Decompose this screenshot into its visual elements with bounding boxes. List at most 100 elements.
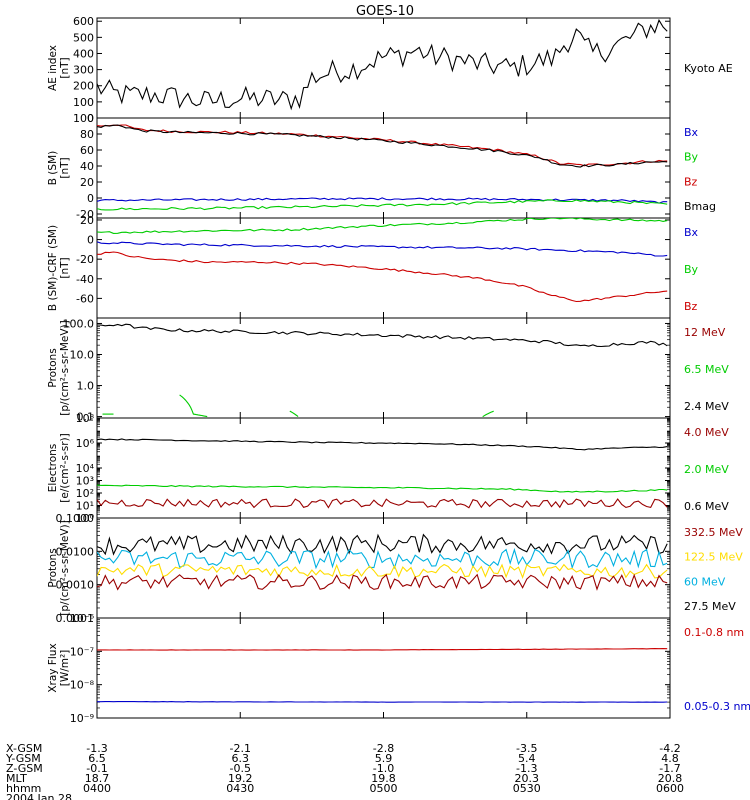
y-tick-label: -60 (76, 292, 94, 305)
panel-frame (96, 517, 671, 619)
y-tick-label: 10.0 (70, 349, 95, 362)
y-tick-label: 200 (73, 80, 94, 93)
footer-value: -2.8 (373, 742, 394, 755)
footer-row-label: MLT (6, 772, 27, 785)
panel-frame (96, 617, 671, 719)
y-tick-label: 400 (73, 47, 94, 60)
y-tick-label: 10⁻⁷ (70, 645, 94, 658)
footer-value: 6.5 (88, 752, 106, 765)
panel-4: 0.1 1.0 10.0 100.0 Protons [p/(cm²-s-sr-MeV)]… (47, 317, 729, 423)
footer-value: 18.7 (85, 772, 110, 785)
footer-value: 0430 (226, 782, 254, 795)
series-line-2 (179, 394, 208, 418)
panel-6: 0.0001 0.0010 0.0100 0.1000 Protons [p/(cm²-s… (47, 512, 743, 625)
series-line-1 (97, 438, 668, 451)
series-line-2 (97, 241, 668, 257)
y-axis-label: B (SM)-CRF (SM) (47, 225, 59, 311)
series-line-1 (97, 533, 668, 556)
footer-row-label: hhmm (6, 782, 41, 795)
footer-value: -1.0 (373, 762, 394, 775)
y-axis-unit: [nT] (59, 57, 71, 78)
y-tick-label: 0.0001 (56, 612, 95, 625)
legend-entry: 0.05-0.3 nm (684, 700, 750, 713)
footer-value: 0400 (83, 782, 111, 795)
y-axis-label: Protons (47, 348, 59, 387)
y-tick-label: 0.1000 (56, 512, 95, 525)
series-line-1 (97, 648, 668, 651)
series-line-3 (97, 197, 668, 204)
y-axis-unit: [p/(cm²-s-sr-MeV)] (59, 320, 71, 415)
y-tick-label: 10² (76, 487, 94, 500)
footer-row-label: Z-GSM (6, 762, 43, 775)
panel-frame (96, 217, 671, 319)
legend-entry: 6.5 MeV (684, 363, 729, 376)
legend-entry: Bz (684, 300, 698, 313)
series-line-2 (97, 484, 668, 493)
legend-entry: Bx (684, 126, 699, 139)
y-tick-label: 0 (87, 234, 94, 247)
date-label: 2004 Jan 28 (6, 792, 72, 800)
series-line-3 (97, 251, 668, 303)
y-tick-label: 10⁻⁹ (70, 712, 94, 725)
series-line-3 (97, 563, 668, 579)
series-line-2 (97, 124, 668, 168)
footer-value: 0530 (513, 782, 541, 795)
footer-value: -0.5 (230, 762, 251, 775)
panel-frame (96, 17, 671, 119)
legend-entry: 0.1-0.8 nm (684, 626, 744, 639)
y-tick-label: 10⁸ (76, 412, 95, 425)
y-axis-unit: [W/m²] (59, 650, 71, 687)
legend-entry: 27.5 MeV (684, 600, 736, 613)
y-tick-label: 80 (80, 128, 94, 141)
series-line-1 (97, 218, 668, 234)
series-group (97, 323, 668, 418)
y-axis-unit: [e/(cm²-s-sr)] (59, 433, 71, 502)
y-tick-label: -20 (76, 253, 94, 266)
y-tick-label: 10⁶ (76, 437, 95, 450)
y-axis-label: Xray Flux (47, 643, 59, 692)
y-tick-label: 0.1 (77, 411, 95, 424)
footer-value: -4.2 (659, 742, 680, 755)
legend-entry: 60 MeV (684, 575, 726, 588)
series-group (97, 648, 668, 703)
y-tick-label: 300 (73, 64, 94, 77)
y-tick-label: 10⁻⁸ (70, 679, 95, 692)
footer-value: 19.2 (228, 772, 253, 785)
legend-entry: 2.0 MeV (684, 463, 729, 476)
series-line-2 (97, 701, 668, 703)
y-tick-label: 10¹ (76, 500, 94, 513)
legend-entry: Bz (684, 175, 698, 188)
series-group (97, 18, 668, 111)
series-line-4 (482, 410, 494, 418)
legend-entry: Bx (684, 226, 699, 239)
y-tick-label: 0.0100 (56, 545, 95, 558)
y-tick-label: 100 (73, 112, 94, 125)
y-tick-label: 10⁴ (76, 462, 95, 475)
legend-entry: 4.0 MeV (684, 426, 729, 439)
y-tick-label: 20 (80, 176, 94, 189)
footer-value: 20.8 (658, 772, 683, 785)
y-axis-unit: [nT] (59, 157, 71, 178)
footer-value: -3.5 (516, 742, 537, 755)
footer-value: 19.8 (371, 772, 396, 785)
y-tick-label: 0.0010 (56, 579, 95, 592)
footer-value: -1.7 (659, 762, 680, 775)
legend-entry: By (684, 151, 699, 164)
legend-entry: Kyoto AE (684, 62, 733, 75)
y-tick-label: 100.0 (63, 317, 95, 330)
series-line-4 (97, 573, 668, 591)
footer-value: 4.8 (661, 752, 679, 765)
footer-value: -0.1 (86, 762, 107, 775)
y-tick-label: 10⁻⁶ (70, 612, 95, 625)
y-tick-label: 0 (87, 112, 94, 125)
footer-row-label: Y-GSM (5, 752, 41, 765)
footer-row-label: X-GSM (6, 742, 42, 755)
footer-value: 5.9 (375, 752, 393, 765)
series-line-2 (97, 547, 668, 570)
series-line-1 (97, 323, 668, 348)
legend-entry: 0.6 MeV (684, 500, 729, 513)
